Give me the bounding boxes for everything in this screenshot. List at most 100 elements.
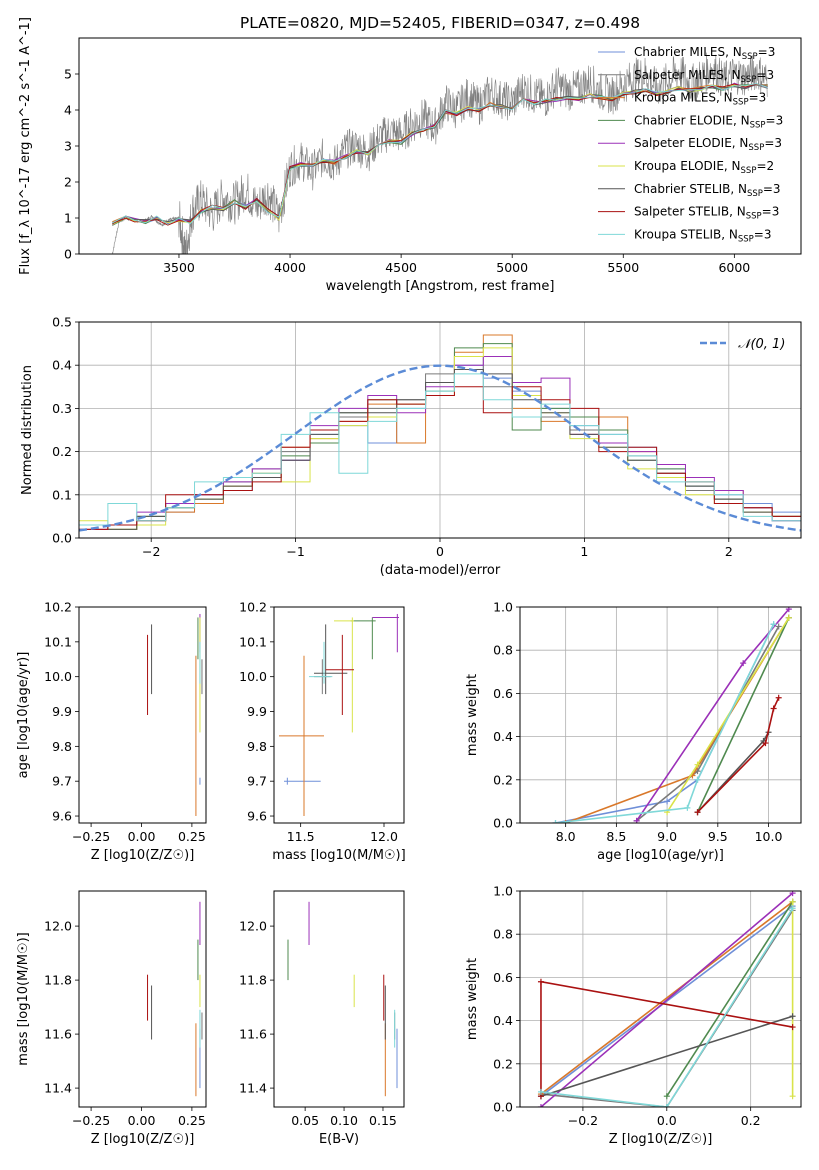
cumulative-weight-line: [696, 731, 770, 813]
weight-marker: [694, 761, 701, 768]
x-tick-label: 0.00: [128, 829, 156, 844]
x-tick-label: −0.25: [72, 829, 110, 844]
x-tick-label: −1: [286, 544, 304, 559]
y-tick-label: 9.7: [52, 774, 72, 789]
weight-marker: [789, 905, 796, 912]
y-tick-label: 0.4: [52, 358, 72, 373]
weight-marker: [762, 740, 769, 747]
mass_weight_vs_age-axes: 8.0 8.5 9.0 9.5 10.0 0.0 0.2 0.4 0.6 0.8 1.0 age [l…: [465, 600, 782, 864]
x-tick-label: 0.00: [128, 1113, 156, 1128]
x-tick-label: 1: [580, 544, 588, 559]
plot-frame: [273, 606, 405, 824]
legend-entry: Chabrier ELODIE, NSSP=3: [634, 113, 783, 130]
model-spectrum-line: [112, 83, 768, 225]
legend-entry: 𝒩(0, 1): [738, 337, 785, 352]
spectrum-panel: 3500 4000 4500 5000 5500 6000 0 1 2 3 4 5 wavelength…: [18, 17, 802, 294]
x-tick-label: 5000: [496, 260, 528, 275]
y-tick-label: 10.0: [239, 669, 267, 684]
x-axis-label: (data-model)/error: [380, 563, 501, 578]
mass_vs_Z-panel: −0.25 0.00 0.25 11.4 11.6 11.8 12.0 Z [log10(Z/…: [16, 890, 207, 1147]
legend-entry: Salpeter MILES, NSSP=3: [634, 68, 774, 85]
x-tick-label: 9.0: [657, 829, 677, 844]
mass_weight_vs_Z-panel: −0.2 0.0 0.2 0.0 0.2 0.4 0.6 0.8 1.0 Z [log10(Z/Z…: [465, 884, 802, 1147]
y-tick-label: 2: [64, 175, 72, 190]
x-tick-label: 0.0: [657, 1113, 677, 1128]
x-tick-label: 5500: [607, 260, 639, 275]
x-tick-label: 0.2: [741, 1113, 761, 1128]
residuals-axes: −2 −1 0 1 2 0.0 0.1 0.2 0.3 0.4 0.5 (data-model)/er…: [20, 315, 733, 579]
x-tick-label: −0.25: [72, 1113, 110, 1128]
x-axis-label: mass [log10(M/M☉)]: [272, 848, 405, 863]
residuals-marks: [79, 334, 801, 538]
spectrum-axes: 3500 4000 4500 5000 5500 6000 0 1 2 3 4 5 wavelength…: [18, 17, 750, 294]
weight-marker: [664, 798, 671, 805]
data-spectrum-line: [112, 52, 768, 254]
normal-curve: [79, 364, 801, 532]
cumulative-weight-line: [540, 907, 794, 1107]
mass_vs_ebv-axes: 0.05 0.10 0.15 11.4 11.6 11.8 12.0 E(B-V): [239, 919, 397, 1147]
x-tick-label: 8.5: [606, 829, 626, 844]
x-tick-label: 0.15: [369, 1113, 397, 1128]
x-axis-label: age [log10(age/yr)]: [597, 848, 724, 863]
cumulative-weight-line: [666, 901, 794, 1097]
y-axis-label: age [log10(age/yr)]: [16, 652, 31, 779]
weight-marker: [789, 1093, 796, 1100]
x-axis-label: Z [log10(Z/Z☉)]: [609, 1132, 713, 1147]
plot-frame: [519, 890, 802, 1108]
cumulative-weight-line: [555, 623, 775, 823]
age_vs_mass-marks: [279, 613, 399, 817]
y-tick-label: 11.8: [239, 973, 267, 988]
cumulative-weight-line: [540, 901, 794, 1095]
y-tick-label: 10.2: [44, 600, 72, 615]
y-tick-label: 9.7: [247, 774, 267, 789]
y-tick-label: 11.4: [44, 1081, 72, 1096]
weight-marker: [562, 820, 569, 823]
histogram-series: [79, 373, 801, 538]
x-tick-label: −0.2: [568, 1113, 598, 1128]
y-axis-label: mass weight: [465, 674, 480, 756]
x-tick-label: 0.10: [330, 1113, 358, 1128]
weight-marker: [789, 1013, 796, 1020]
y-tick-label: 12.0: [44, 919, 72, 934]
age_vs_mass-panel: 11.5 12.0 9.6 9.7 9.8 9.9 10.0 10.1 10.2 mass [lo…: [239, 600, 406, 864]
cumulative-weight-line: [555, 623, 775, 823]
weight-marker: [775, 623, 782, 630]
x-tick-label: 6000: [718, 260, 750, 275]
x-tick-label: 3500: [163, 260, 195, 275]
age_vs_mass-axes: 11.5 12.0 9.6 9.7 9.8 9.9 10.0 10.1 10.2 mass [lo…: [239, 600, 406, 864]
mass_vs_ebv-marks: [287, 901, 398, 1097]
x-tick-label: 4500: [385, 260, 417, 275]
weight-marker: [537, 1104, 544, 1107]
y-axis-label: mass weight: [465, 958, 480, 1040]
plot-frame: [519, 606, 802, 824]
x-tick-label: 2: [725, 544, 733, 559]
y-tick-label: 0.2: [52, 444, 72, 459]
residual-legend: 𝒩(0, 1): [700, 337, 785, 352]
cumulative-weight-line: [540, 905, 794, 1097]
plot-frame: [78, 890, 207, 1108]
y-tick-label: 9.9: [247, 704, 267, 719]
histogram-series: [79, 386, 801, 538]
weight-marker: [789, 898, 796, 905]
y-tick-label: 0: [64, 247, 72, 262]
cumulative-weight-line: [696, 697, 780, 813]
mass_weight_vs_age-panel: 8.0 8.5 9.0 9.5 10.0 0.0 0.2 0.4 0.6 0.8 1.0 age [l…: [465, 600, 802, 864]
y-tick-label: 0.0: [493, 816, 513, 831]
y-tick-label: 9.6: [247, 809, 267, 824]
weight-marker: [694, 776, 701, 783]
age_vs_Z-panel: −0.25 0.00 0.25 9.6 9.7 9.8 9.9 10.0 10.1 10.2 Z […: [16, 600, 207, 863]
spectrum-legend: Chabrier MILES, NSSP=3 Salpeter MILES, NS…: [598, 45, 783, 244]
y-tick-label: 0.5: [52, 315, 72, 330]
y-axis-label: mass [log10(M/M☉)]: [16, 932, 31, 1065]
y-tick-label: 9.8: [52, 739, 72, 754]
y-tick-label: 3: [64, 139, 72, 154]
mass_vs_Z-axes: −0.25 0.00 0.25 11.4 11.6 11.8 12.0 Z [log10(Z/…: [16, 919, 206, 1147]
x-tick-label: −2: [142, 544, 160, 559]
weight-marker: [537, 1088, 544, 1095]
y-tick-label: 9.9: [52, 704, 72, 719]
plot-frame: [78, 606, 207, 824]
figure-title: PLATE=0820, MJD=52405, FIBERID=0347, z=0…: [240, 14, 640, 32]
weight-marker: [770, 621, 777, 628]
x-tick-label: 8.0: [556, 829, 576, 844]
